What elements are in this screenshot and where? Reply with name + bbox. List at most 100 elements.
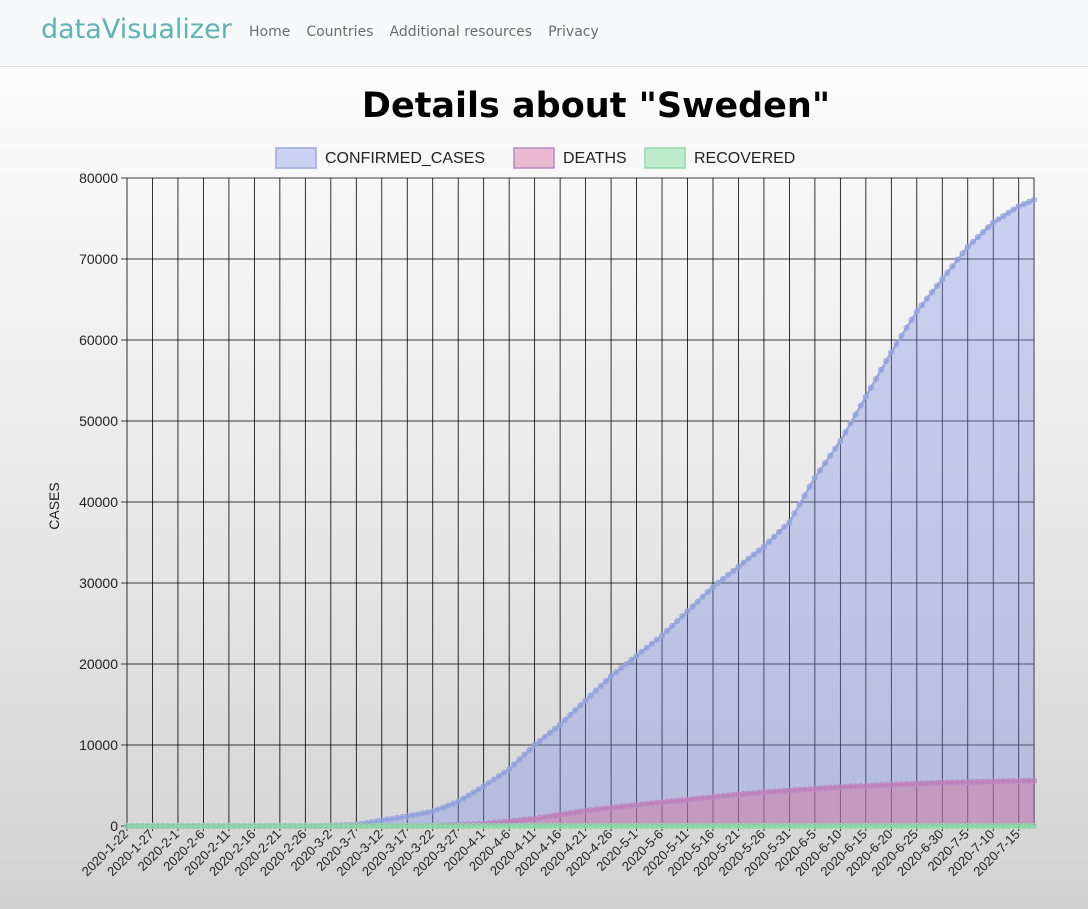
- confirmed-point: [1020, 201, 1027, 208]
- recovered-point: [872, 822, 880, 830]
- confirmed-point: [444, 802, 452, 809]
- recovered-point: [551, 822, 559, 830]
- confirmed-point: [913, 308, 920, 315]
- y-tick-label: 60000: [79, 332, 118, 348]
- recovered-point: [546, 822, 554, 830]
- recovered-point: [750, 822, 757, 830]
- confirmed-point: [587, 692, 594, 699]
- confirmed-point: [658, 632, 666, 639]
- deaths-point: [562, 810, 569, 817]
- recovered-point: [220, 822, 227, 830]
- recovered-point: [159, 822, 166, 830]
- brand-link[interactable]: dataVisualizer: [41, 14, 232, 45]
- confirmed-point: [704, 588, 711, 596]
- recovered-point: [974, 822, 982, 830]
- confirmed-point: [582, 697, 589, 704]
- confirmed-point: [648, 640, 655, 647]
- deaths-point: [704, 794, 711, 801]
- recovered-point: [954, 822, 961, 830]
- recovered-point: [1020, 822, 1027, 830]
- recovered-point: [765, 822, 773, 830]
- confirmed-point: [786, 519, 793, 526]
- recovered-point: [674, 822, 681, 830]
- recovered-point: [664, 822, 671, 830]
- y-tick-label: 20000: [79, 656, 118, 672]
- recovered-point: [883, 822, 890, 830]
- confirmed-point: [526, 746, 533, 753]
- confirmed-point: [551, 725, 559, 732]
- recovered-point: [511, 822, 518, 830]
- deaths-point: [816, 785, 824, 792]
- confirmed-point: [995, 216, 1002, 223]
- recovered-point: [959, 822, 966, 830]
- recovered-point: [465, 822, 472, 830]
- deaths-area: [127, 780, 1034, 826]
- recovered-point: [918, 822, 926, 830]
- nav-privacy-link[interactable]: Privacy: [548, 24, 599, 40]
- confirmed-point: [944, 269, 951, 276]
- recovered-point: [725, 822, 732, 830]
- confirmed-point: [424, 809, 431, 816]
- confirmed-point: [388, 815, 396, 822]
- nav-home-link[interactable]: Home: [249, 24, 291, 40]
- recovered-point: [149, 822, 156, 830]
- confirmed-point: [633, 652, 640, 660]
- recovered-point: [144, 822, 151, 830]
- recovered-point: [990, 822, 997, 830]
- recovered-point: [898, 822, 905, 830]
- deaths-point: [898, 781, 905, 788]
- confirmed-point: [664, 627, 671, 634]
- recovered-point: [210, 822, 217, 830]
- confirmed-point: [832, 445, 839, 452]
- confirmed-point: [562, 716, 569, 723]
- nav-countries-link[interactable]: Countries: [306, 24, 374, 40]
- recovered-point: [867, 822, 875, 830]
- recovered-point: [190, 822, 197, 830]
- recovered-point: [985, 822, 992, 830]
- deaths-point: [954, 779, 961, 786]
- confirmed-point: [969, 238, 976, 246]
- recovered-point: [480, 822, 487, 830]
- recovered-point: [928, 822, 936, 830]
- confirmed-point: [816, 467, 824, 474]
- confirmed-point: [740, 559, 747, 566]
- recovered-point: [760, 822, 768, 830]
- recovered-point: [444, 822, 452, 830]
- recovered-point: [256, 822, 263, 830]
- confirmed-point: [806, 483, 813, 490]
- recovered-point: [633, 822, 640, 830]
- deaths-point: [526, 816, 533, 823]
- recovered-point: [286, 822, 294, 830]
- confirmed-point: [613, 669, 620, 676]
- legend-swatch-deaths: [513, 147, 555, 169]
- confirmed-point: [531, 741, 538, 749]
- deaths-point: [872, 782, 880, 789]
- confirmed-point: [623, 660, 630, 668]
- recovered-point: [969, 822, 976, 830]
- confirmed-point: [490, 776, 497, 783]
- recovered-point: [1030, 822, 1038, 830]
- confirmed-point: [414, 811, 421, 818]
- recovered-point: [276, 822, 283, 830]
- nav-additional-resources-link[interactable]: Additional resources: [389, 24, 533, 40]
- recovered-point: [857, 822, 864, 830]
- confirmed-point: [883, 357, 890, 365]
- confirmed-point: [974, 234, 982, 241]
- recovered-point: [490, 822, 497, 830]
- confirmed-point: [404, 813, 411, 820]
- confirmed-point: [771, 533, 778, 540]
- deaths-point: [1005, 778, 1012, 785]
- confirmed-point: [796, 501, 803, 508]
- recovered-point: [531, 822, 538, 830]
- confirmed-point: [465, 792, 472, 799]
- deaths-point: [852, 783, 859, 790]
- confirmed-point: [964, 243, 971, 250]
- deaths-point: [776, 788, 783, 795]
- recovered-point: [602, 822, 610, 830]
- recovered-point: [327, 822, 334, 830]
- deaths-point: [847, 783, 854, 790]
- deaths-point: [607, 804, 615, 811]
- confirmed-point: [607, 673, 615, 680]
- confirmed-point: [720, 575, 727, 583]
- deaths-point: [679, 797, 686, 804]
